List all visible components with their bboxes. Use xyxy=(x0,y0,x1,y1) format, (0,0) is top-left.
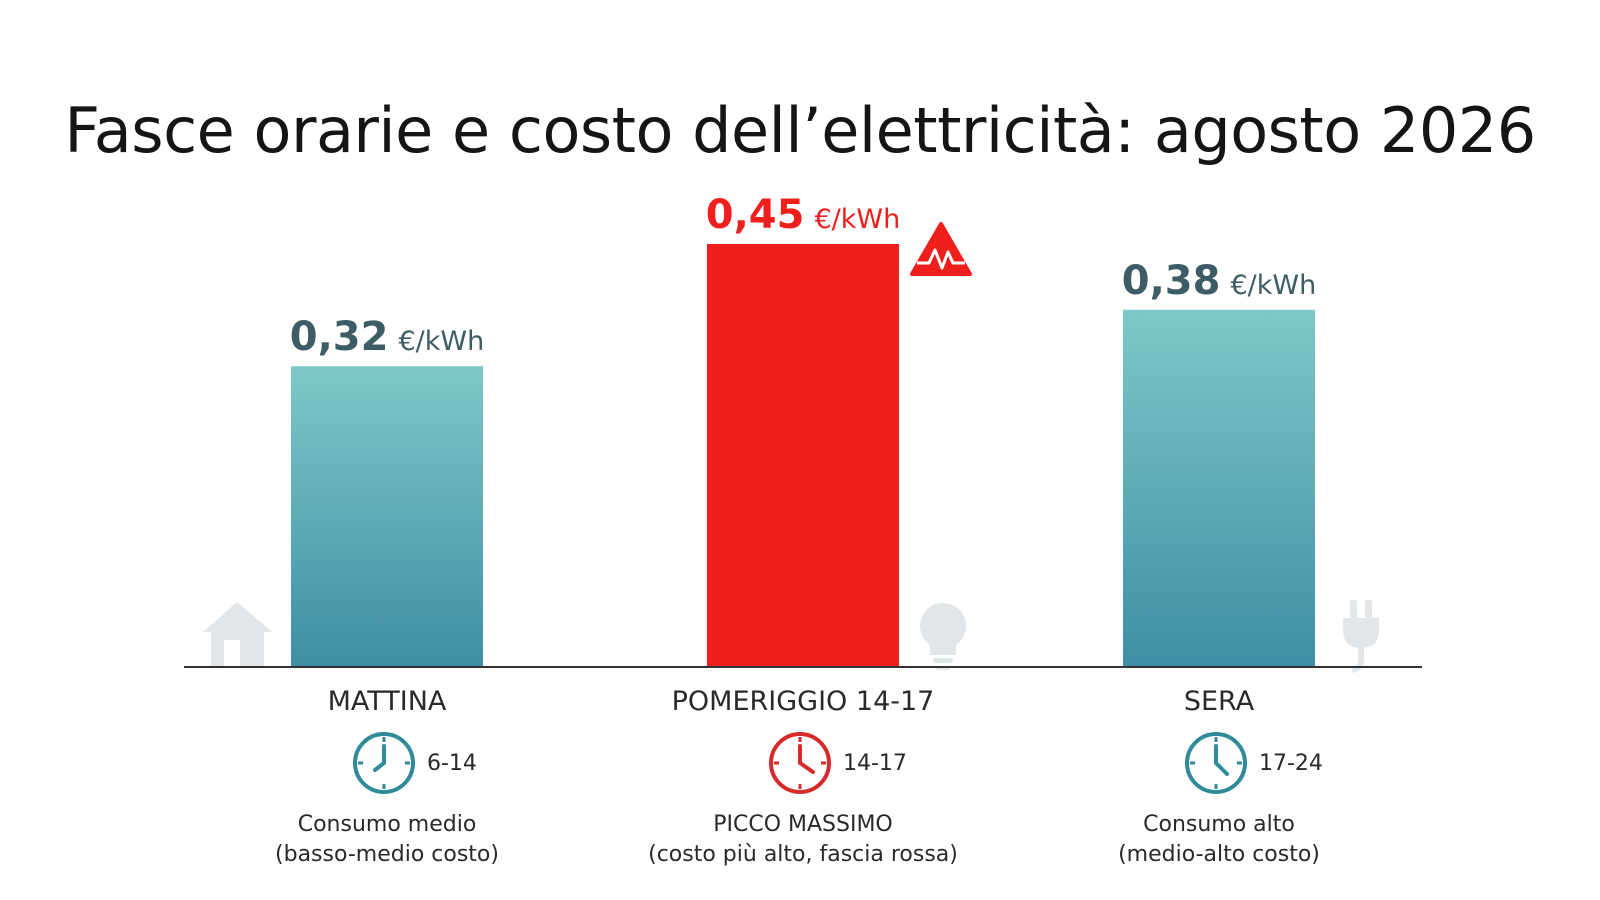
category-description: PICCO MASSIMO (costo più alto, fascia ro… xyxy=(593,810,1013,870)
description-line: Consumo medio xyxy=(297,812,477,837)
description-line: (basso-medio costo) xyxy=(275,842,499,867)
clock-icon xyxy=(1185,732,1247,794)
category-label: POMERIGGIO 14-17 xyxy=(671,686,935,717)
category-label: MATTINA xyxy=(327,686,447,717)
category-description: Consumo alto (medio-alto costo) xyxy=(1009,810,1429,870)
value-number: 0,45 xyxy=(706,192,805,238)
value-number: 0,32 xyxy=(290,314,389,360)
value-unit: €/kWh xyxy=(398,326,484,357)
time-range: 6-14 xyxy=(351,728,477,798)
clock-icon xyxy=(769,732,831,794)
category-label: SERA xyxy=(1183,686,1255,717)
description-line: (medio-alto costo) xyxy=(1118,842,1320,867)
category-description: Consumo medio (basso-medio costo) xyxy=(177,810,597,870)
time-range: 17-24 xyxy=(1183,728,1323,798)
lightbulb-icon xyxy=(920,603,966,670)
value-number: 0,38 xyxy=(1122,258,1221,304)
value-unit: €/kWh xyxy=(814,204,900,235)
bar-2 xyxy=(707,244,899,667)
chart-title: Fasce orarie e costo dell’elettricità: a… xyxy=(64,94,1536,167)
value-label: 0,32 €/kWh xyxy=(290,314,484,360)
value-unit: €/kWh xyxy=(1230,270,1316,301)
description-line: PICCO MASSIMO xyxy=(713,812,893,837)
value-label: 0,45 €/kWh xyxy=(706,192,900,238)
time-range-text: 14-17 xyxy=(843,750,907,776)
clock-icon xyxy=(353,732,415,794)
plug-icon xyxy=(1343,600,1379,673)
bar-3 xyxy=(1123,309,1315,667)
house-icon xyxy=(203,602,272,667)
description-line: Consumo alto xyxy=(1143,812,1295,837)
peak-warning-icon xyxy=(910,222,972,276)
bar-1 xyxy=(291,366,483,667)
description-line: (costo più alto, fascia rossa) xyxy=(648,842,958,867)
time-range-text: 6-14 xyxy=(427,750,477,776)
value-label: 0,38 €/kWh xyxy=(1122,258,1316,304)
time-range: 14-17 xyxy=(767,728,907,798)
time-range-text: 17-24 xyxy=(1259,750,1323,776)
